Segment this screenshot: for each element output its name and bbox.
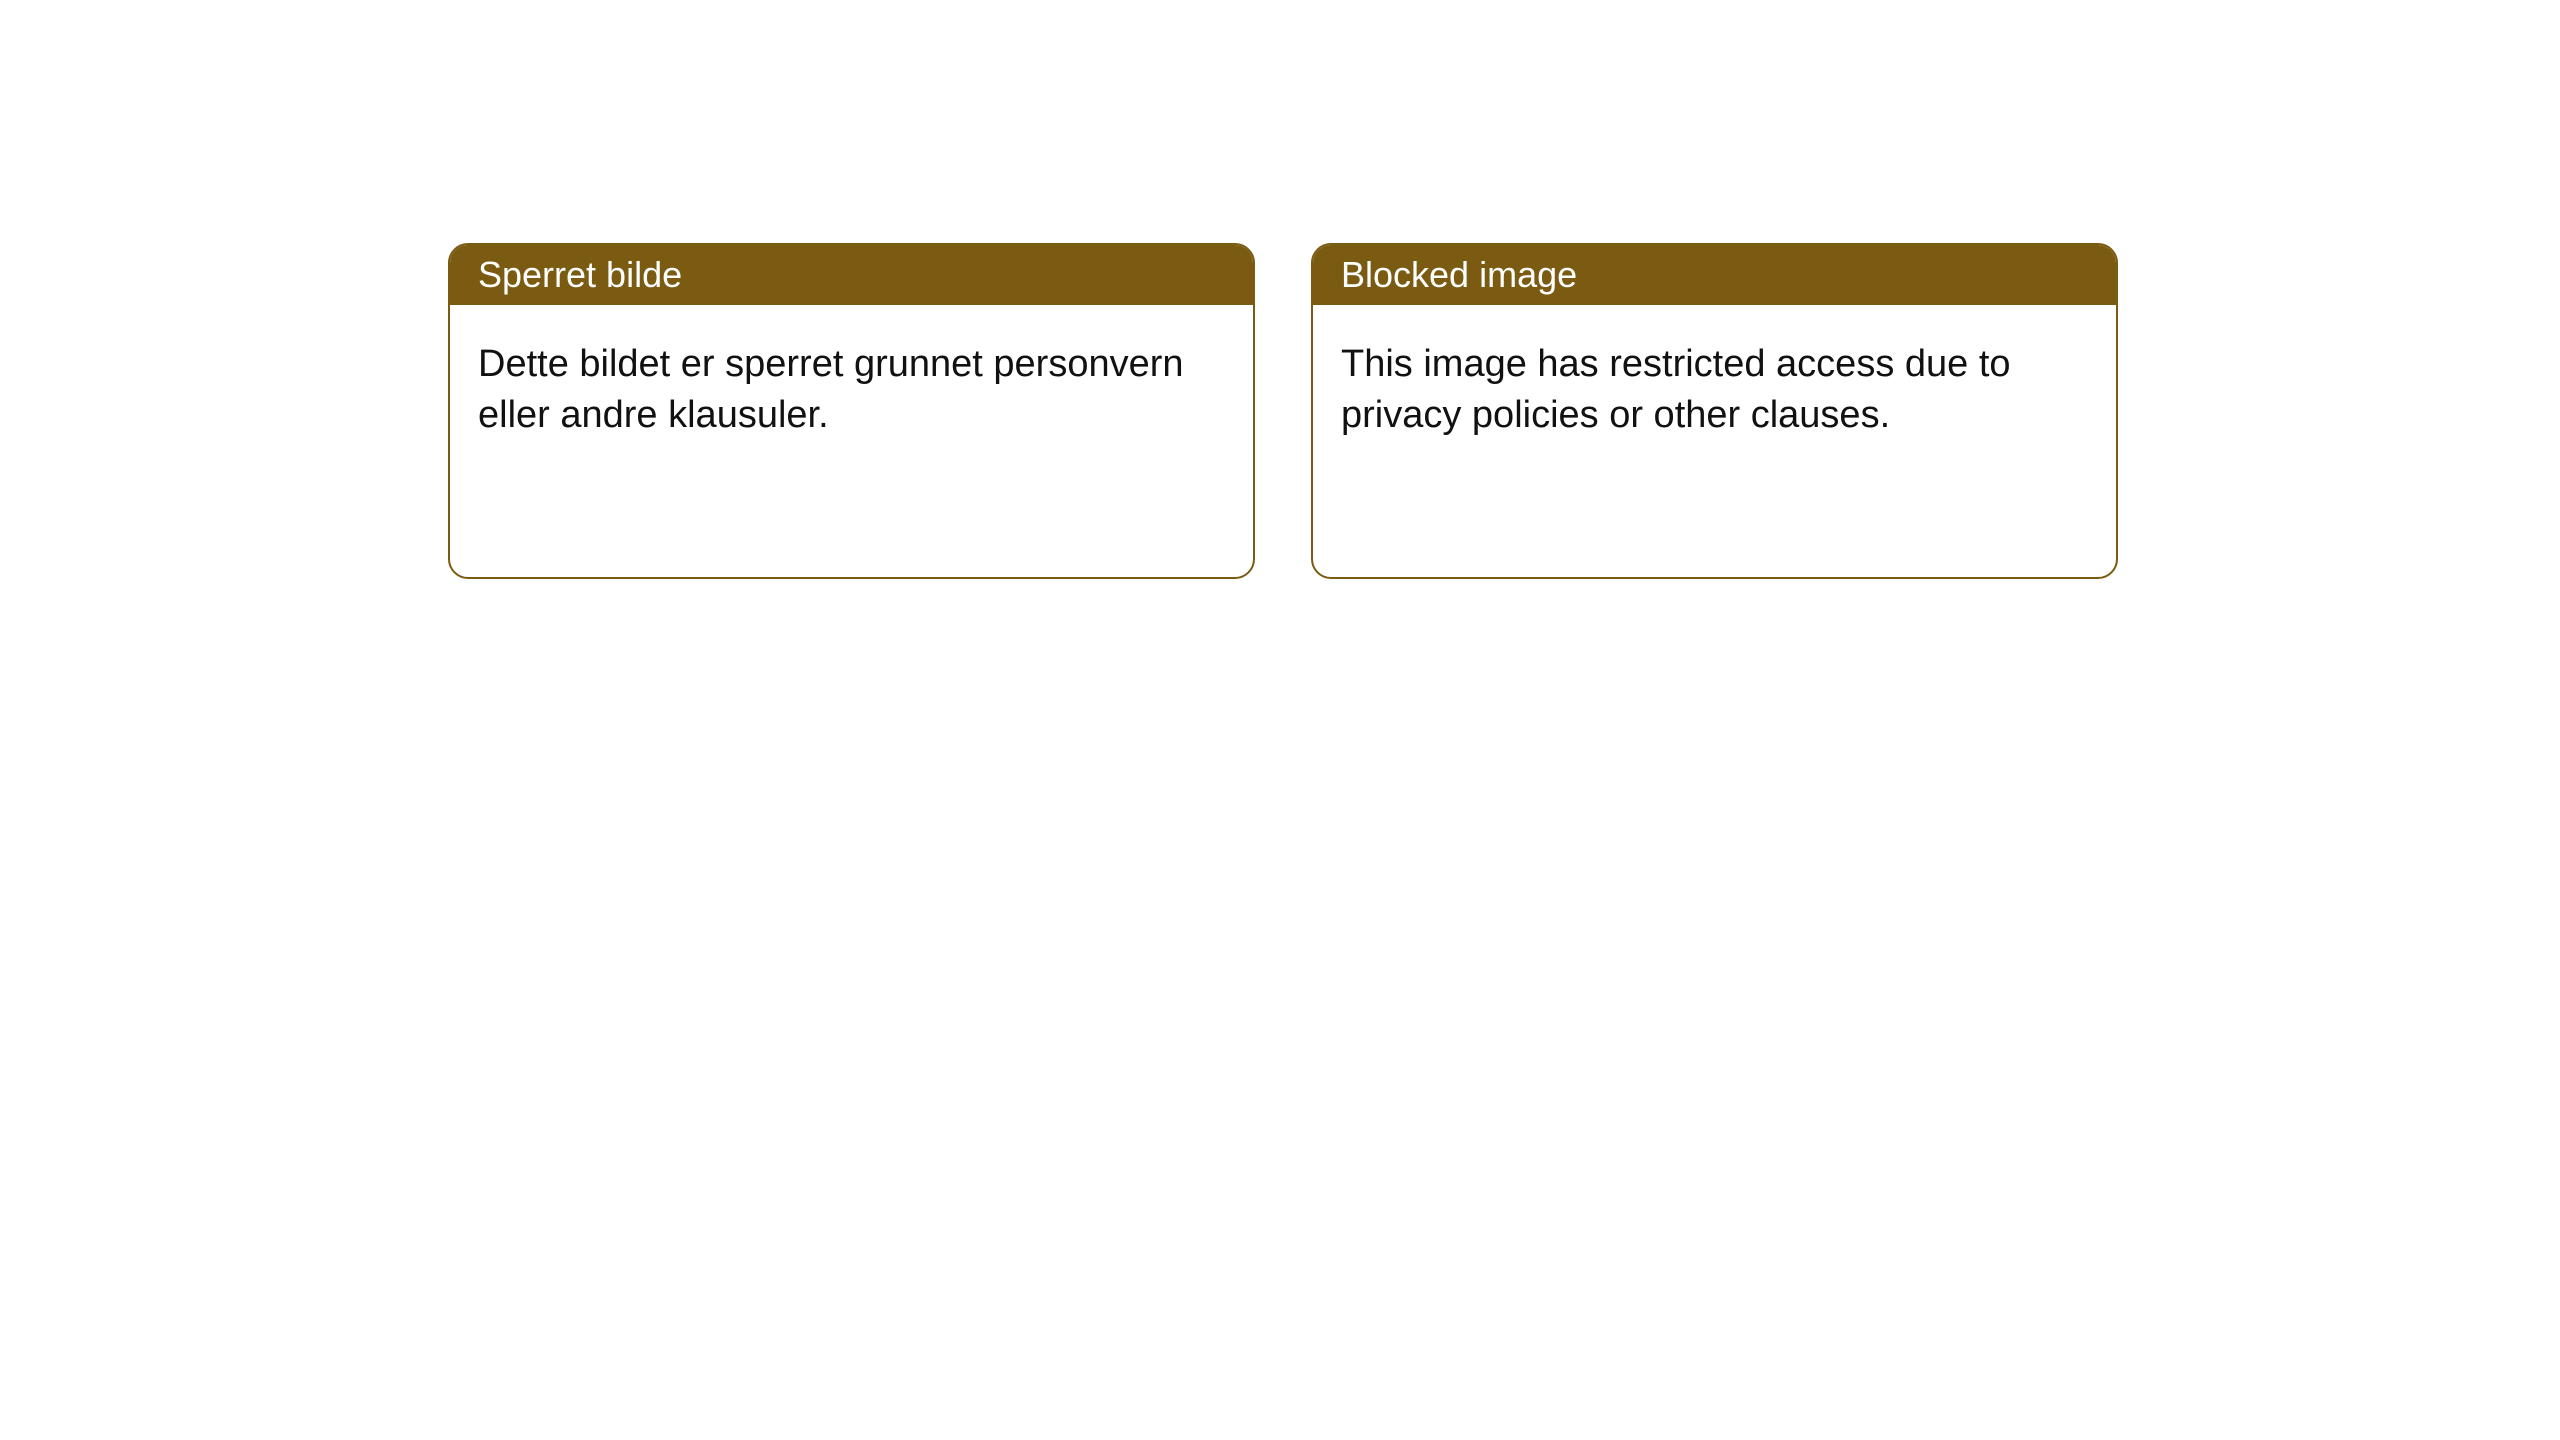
notice-header: Sperret bilde — [450, 245, 1253, 305]
notice-container: Sperret bilde Dette bildet er sperret gr… — [0, 0, 2560, 579]
notice-card-norwegian: Sperret bilde Dette bildet er sperret gr… — [448, 243, 1255, 579]
notice-header: Blocked image — [1313, 245, 2116, 305]
notice-body: Dette bildet er sperret grunnet personve… — [450, 305, 1253, 476]
notice-body: This image has restricted access due to … — [1313, 305, 2116, 476]
notice-card-english: Blocked image This image has restricted … — [1311, 243, 2118, 579]
